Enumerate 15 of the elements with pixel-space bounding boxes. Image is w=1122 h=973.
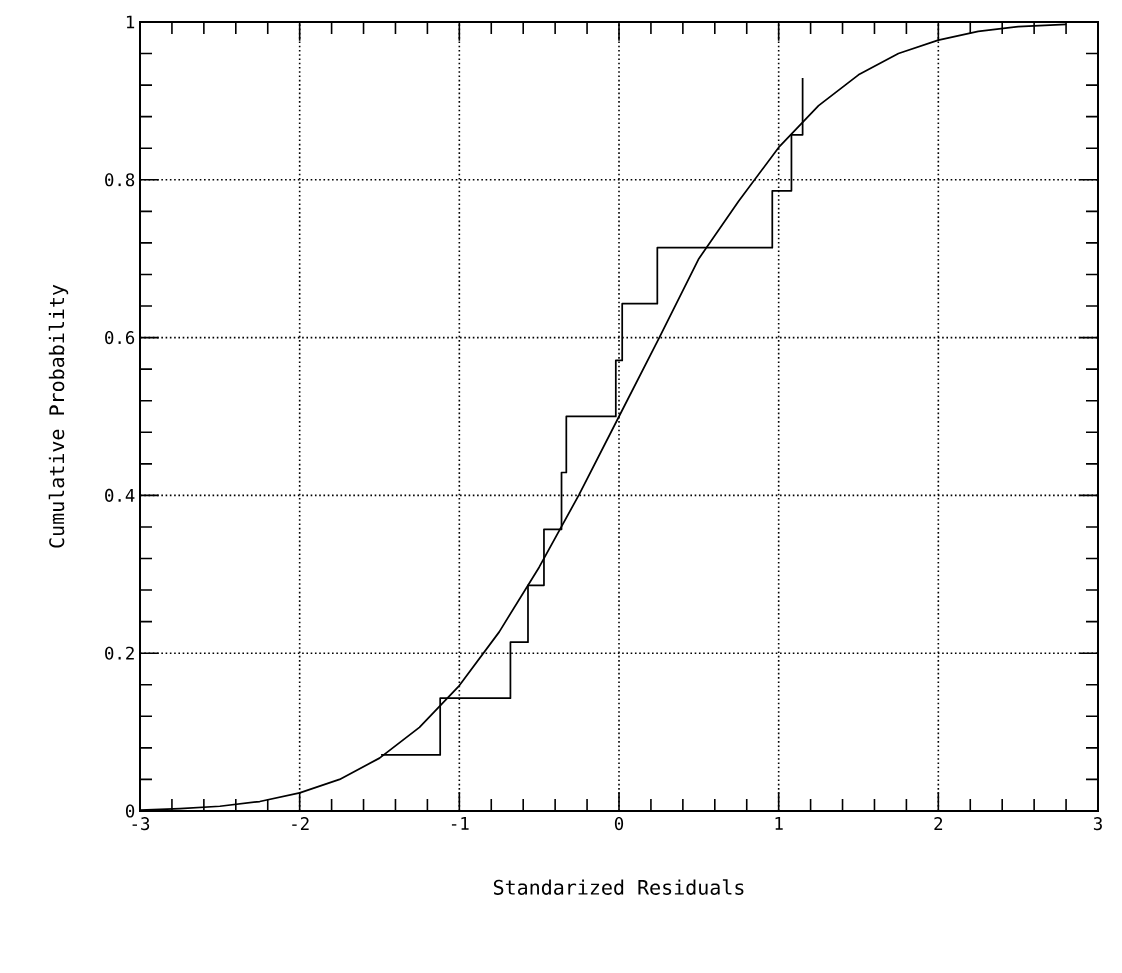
y-tick-label: 0.8: [105, 173, 135, 187]
y-tick-label: 0.2: [105, 646, 134, 660]
y-tick-label: 1: [126, 15, 135, 29]
x-tick-label: 0: [614, 817, 624, 831]
x-tick-label: -2: [292, 817, 309, 830]
x-tick-label: 2: [934, 817, 943, 830]
x-tick-label: -3: [132, 817, 150, 831]
x-tick-label: -1: [451, 817, 469, 830]
y-tick-label: 0.4: [105, 488, 135, 502]
y-axis-title: Cumulative Probability: [48, 284, 69, 548]
x-tick-label: 1: [775, 817, 783, 830]
x-tick-label: 3: [1093, 817, 1102, 831]
y-tick-label: 0.6: [105, 331, 135, 345]
x-axis-title: Standarized Residuals: [493, 879, 744, 895]
y-tick-label: 0: [125, 804, 135, 818]
